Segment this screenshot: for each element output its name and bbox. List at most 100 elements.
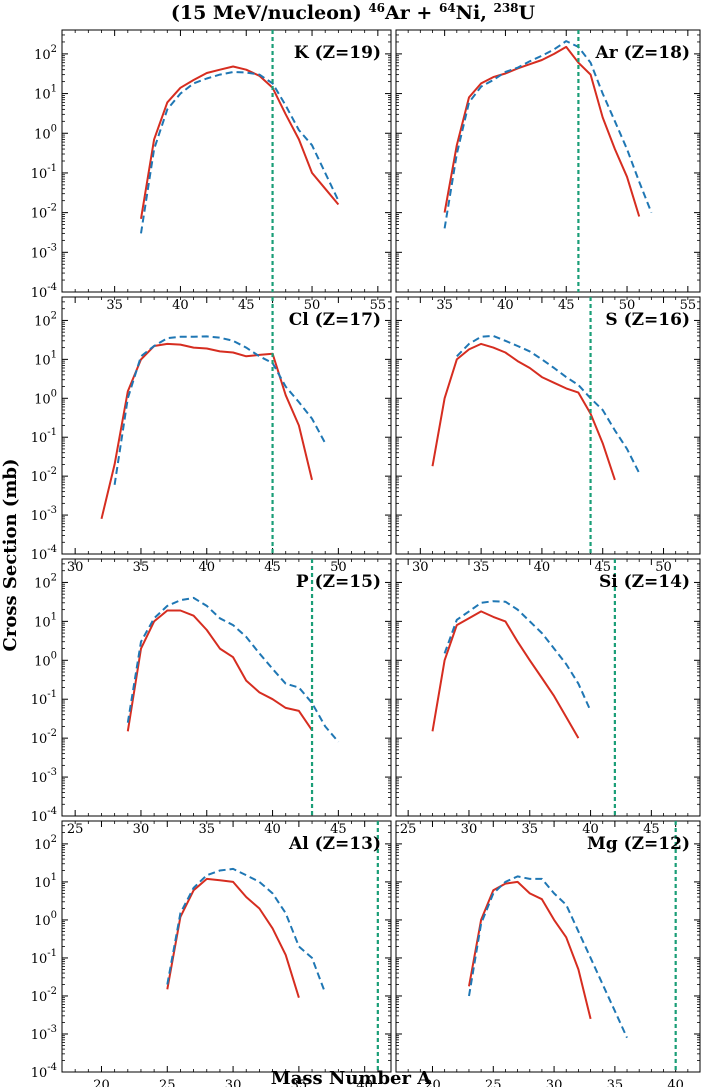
x-tick-label: 45 bbox=[330, 822, 347, 837]
y-tick-exponent: -1 bbox=[47, 948, 57, 959]
y-tick-base: 10 bbox=[31, 1066, 48, 1081]
y-tick-label: 100 bbox=[34, 123, 57, 142]
y-tick-base: 10 bbox=[31, 810, 48, 825]
x-tick-label: 30 bbox=[225, 1078, 242, 1087]
y-tick-exponent: 1 bbox=[51, 611, 57, 622]
y-tick-base: 10 bbox=[34, 127, 51, 142]
x-tick-label: 35 bbox=[607, 1078, 624, 1087]
y-tick-base: 10 bbox=[31, 167, 48, 182]
y-tick-label: 100 bbox=[34, 388, 57, 407]
figure-title: (15 MeV/nucleon) 46Ar + 64Ni, 238U bbox=[171, 1, 536, 24]
y-tick-label: 10-1 bbox=[31, 163, 57, 182]
series-line-dashed bbox=[140, 71, 340, 234]
title-part-3: U bbox=[519, 2, 536, 24]
x-tick-label: 45 bbox=[594, 560, 611, 575]
y-tick-label: 102 bbox=[34, 834, 57, 853]
y-tick-exponent: -4 bbox=[47, 282, 57, 293]
y-tick-base: 10 bbox=[31, 548, 48, 563]
panel-label: S (Z=16) bbox=[605, 310, 690, 330]
y-tick-base: 10 bbox=[34, 615, 51, 630]
y-tick-base: 10 bbox=[34, 914, 51, 929]
y-tick-label: 10-1 bbox=[31, 689, 57, 708]
y-tick-base: 10 bbox=[34, 392, 51, 407]
x-tick-label: 40 bbox=[198, 560, 215, 575]
panel-label: K (Z=19) bbox=[294, 43, 381, 63]
panel-frame bbox=[61, 296, 392, 555]
panel-label: P (Z=15) bbox=[296, 572, 381, 592]
y-tick-base: 10 bbox=[34, 876, 51, 891]
y-tick-label: 10-1 bbox=[31, 948, 57, 967]
y-tick-exponent: -1 bbox=[47, 427, 57, 438]
title-sup-1: 46 bbox=[368, 1, 385, 15]
series-line-solid bbox=[468, 880, 592, 1020]
y-tick-label: 101 bbox=[34, 611, 57, 630]
x-tick-label: 25 bbox=[485, 1078, 502, 1087]
y-tick-label: 10-3 bbox=[31, 767, 57, 786]
panel-label: Ar (Z=18) bbox=[595, 43, 690, 63]
x-tick-label: 35 bbox=[473, 560, 490, 575]
x-tick-label: 40 bbox=[356, 1078, 373, 1087]
title-part-1: Ar + bbox=[384, 2, 439, 24]
y-tick-exponent: -1 bbox=[47, 163, 57, 174]
y-tick-base: 10 bbox=[31, 246, 48, 261]
x-tick-label: 40 bbox=[667, 1078, 684, 1087]
y-tick-exponent: -2 bbox=[47, 986, 57, 997]
title-prefix: (15 MeV/nucleon) bbox=[171, 2, 368, 24]
y-tick-base: 10 bbox=[31, 952, 48, 967]
y-tick-label: 10-4 bbox=[31, 544, 57, 563]
y-tick-base: 10 bbox=[31, 771, 48, 786]
series-line-solid bbox=[431, 342, 616, 481]
y-tick-label: 10-3 bbox=[31, 1024, 57, 1043]
y-tick-base: 10 bbox=[34, 576, 51, 591]
y-tick-exponent: -2 bbox=[47, 728, 57, 739]
y-tick-label: 10-2 bbox=[31, 986, 57, 1005]
y-tick-label: 102 bbox=[34, 572, 57, 591]
y-tick-label: 10-1 bbox=[31, 427, 57, 446]
x-tick-label: 25 bbox=[400, 822, 417, 837]
y-tick-exponent: 1 bbox=[51, 84, 57, 95]
y-tick-exponent: -3 bbox=[47, 1024, 57, 1035]
y-tick-exponent: 0 bbox=[51, 910, 57, 921]
y-tick-exponent: 0 bbox=[51, 388, 57, 399]
y-tick-base: 10 bbox=[31, 509, 48, 524]
y-tick-base: 10 bbox=[34, 314, 51, 329]
x-tick-label: 45 bbox=[264, 560, 281, 575]
series-line-dashed bbox=[126, 596, 340, 743]
y-tick-label: 10-2 bbox=[31, 203, 57, 222]
y-tick-label: 10-4 bbox=[31, 1062, 57, 1081]
series-line-dashed bbox=[468, 875, 628, 1039]
y-tick-label: 101 bbox=[34, 872, 57, 891]
series-line-dashed bbox=[443, 600, 592, 712]
x-tick-label: 50 bbox=[619, 298, 636, 313]
y-tick-base: 10 bbox=[34, 838, 51, 853]
x-tick-label: 30 bbox=[412, 560, 429, 575]
series-line-dashed bbox=[113, 335, 327, 485]
series-line-dashed bbox=[166, 867, 327, 994]
x-tick-label: 30 bbox=[67, 560, 84, 575]
y-tick-exponent: 0 bbox=[51, 650, 57, 661]
y-tick-exponent: 0 bbox=[51, 123, 57, 134]
x-tick-label: 20 bbox=[93, 1078, 110, 1087]
x-tick-label: 55 bbox=[680, 298, 697, 313]
y-tick-base: 10 bbox=[31, 286, 48, 301]
y-tick-base: 10 bbox=[34, 353, 51, 368]
y-tick-label: 100 bbox=[34, 650, 57, 669]
x-tick-label: 50 bbox=[655, 560, 672, 575]
title-sup-2: 64 bbox=[439, 1, 456, 15]
x-tick-label: 40 bbox=[264, 822, 281, 837]
y-tick-base: 10 bbox=[31, 693, 48, 708]
panel-frame bbox=[61, 29, 392, 293]
y-tick-label: 101 bbox=[34, 349, 57, 368]
x-tick-label: 35 bbox=[198, 822, 215, 837]
y-tick-base: 10 bbox=[31, 732, 48, 747]
y-tick-label: 10-2 bbox=[31, 466, 57, 485]
x-tick-label: 25 bbox=[159, 1078, 176, 1087]
x-tick-label: 45 bbox=[238, 298, 255, 313]
y-tick-label: 10-4 bbox=[31, 282, 57, 301]
title-part-2: Ni, bbox=[456, 2, 494, 24]
